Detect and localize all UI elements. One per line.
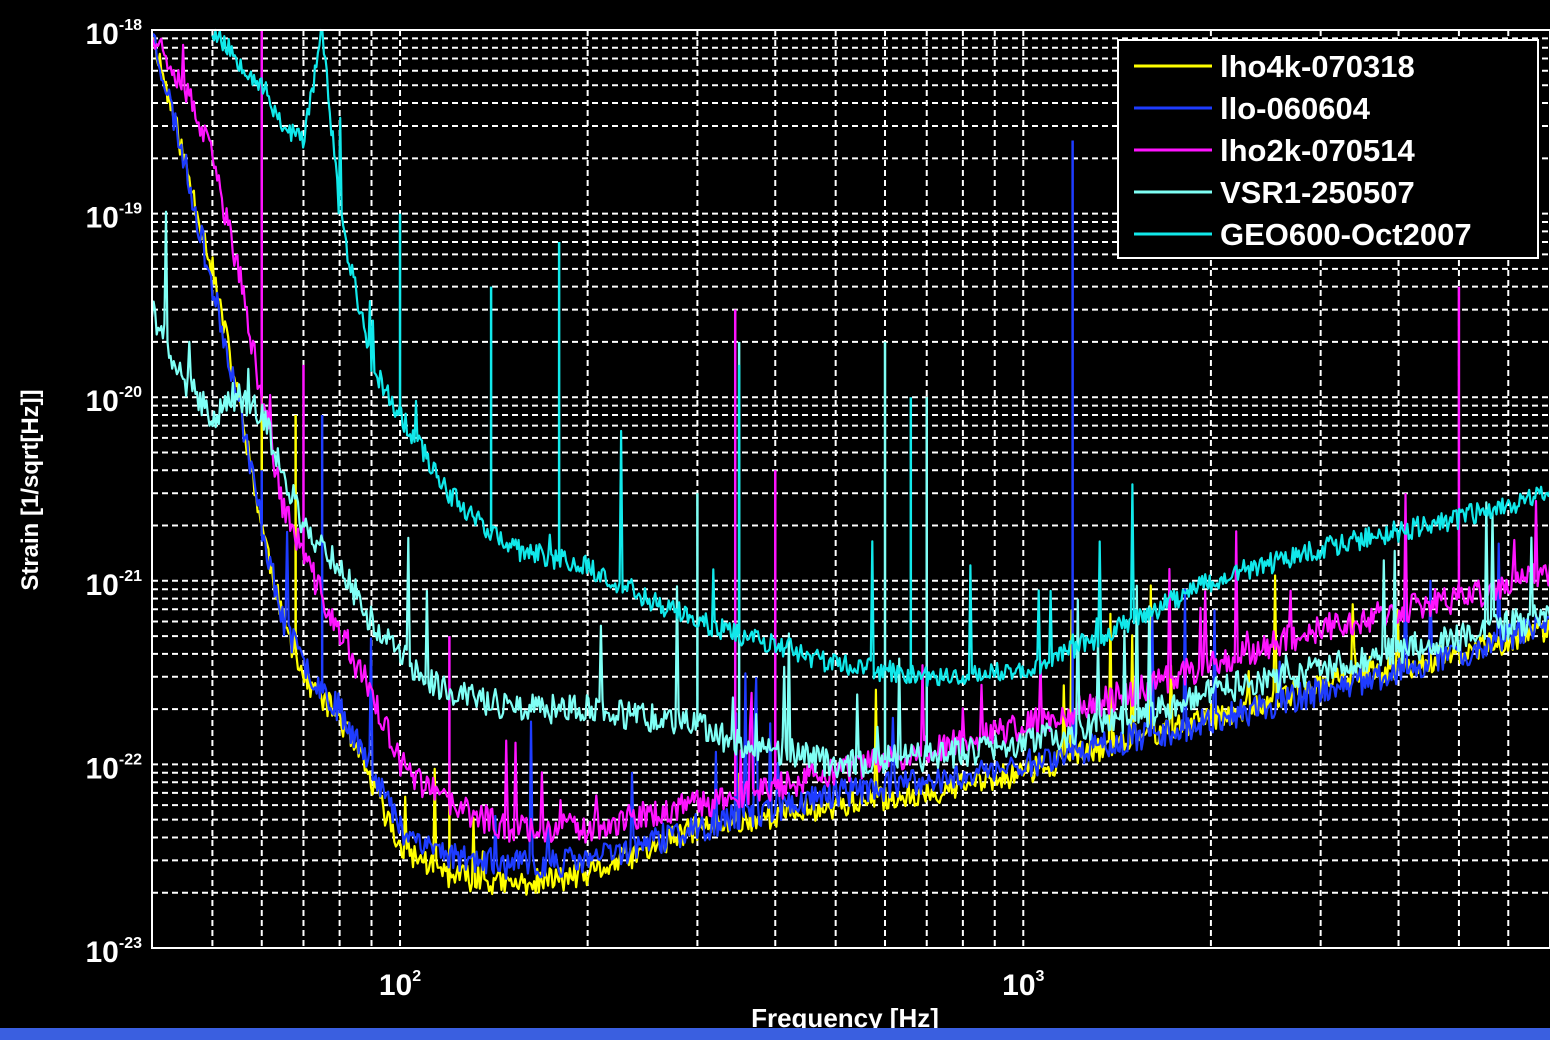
legend-label: lho2k-070514 [1220,133,1415,168]
legend-label: llo-060604 [1220,91,1371,126]
legend-label: VSR1-250507 [1220,175,1415,210]
bottom-bar [0,1028,1550,1040]
y-tick-label: 10-18 [86,17,143,51]
series-lines [150,28,1550,896]
tick-labels: 10-18 10-19 10-20 10-21 10-22 10-23 102 103 [86,17,1045,1002]
legend-label: lho4k-070318 [1220,49,1415,84]
series-line [151,35,1550,896]
x-tick-label: 103 [1002,968,1044,1002]
series-line [151,33,1550,880]
y-tick-label: 10-19 [86,201,143,235]
x-tick-label: 102 [379,968,421,1002]
chart-legend: lho4k-070318 llo-060604 lho2k-070514 VSR1-2… [1117,39,1539,259]
y-tick-label: 10-21 [86,568,143,602]
y-tick-label: 10-22 [86,751,143,785]
plot-area-frame [151,29,1550,949]
series-line [211,28,1550,687]
y-tick-label: 10-23 [86,935,143,969]
series-line [150,210,1550,779]
y-axis-label: Strain [1/sqrt[Hz]] [17,389,44,590]
legend-label: GEO600-Oct2007 [1220,217,1472,252]
y-tick-label: 10-20 [86,384,143,418]
